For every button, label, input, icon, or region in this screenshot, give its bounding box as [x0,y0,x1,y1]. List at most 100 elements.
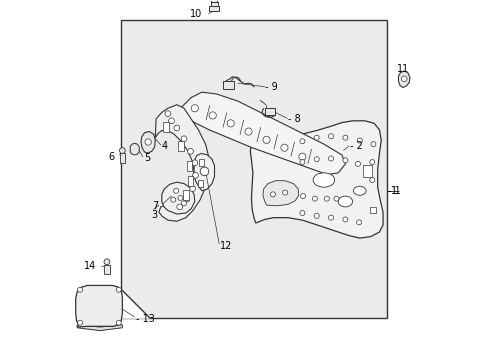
Text: - 13: - 13 [136,314,154,324]
Bar [211,0,217,3]
Circle shape [227,120,234,127]
Circle shape [188,148,194,154]
Bar [163,122,169,132]
Text: 5: 5 [144,153,150,163]
Bar [370,207,376,213]
Bar [188,176,194,186]
Bar [364,165,372,177]
Bar [178,141,184,151]
Circle shape [300,159,305,165]
Circle shape [371,141,376,147]
Circle shape [178,195,183,201]
Bar [209,6,219,11]
Bar [223,81,234,89]
Text: 11: 11 [397,64,409,74]
Circle shape [343,217,348,222]
Bar [122,21,387,318]
Text: -1: -1 [388,186,398,196]
Text: - 1: - 1 [388,186,400,196]
Circle shape [192,160,197,166]
Circle shape [116,287,122,292]
Circle shape [193,172,198,178]
Circle shape [270,192,275,197]
Bar [199,159,204,166]
Polygon shape [155,105,209,221]
Bar [183,190,189,200]
Circle shape [165,111,171,117]
Bar [265,108,275,115]
Ellipse shape [313,173,335,187]
Circle shape [171,197,176,202]
Text: - 9: - 9 [266,82,278,93]
Circle shape [184,196,190,202]
Polygon shape [263,181,299,206]
Circle shape [300,194,306,199]
Polygon shape [122,289,150,318]
Polygon shape [141,132,155,153]
Circle shape [370,177,375,183]
Circle shape [357,138,362,143]
Circle shape [313,196,318,201]
Polygon shape [177,92,345,175]
Text: - 8: - 8 [288,114,301,124]
Circle shape [314,157,319,162]
Circle shape [190,186,196,192]
Circle shape [116,320,122,325]
Polygon shape [250,121,383,238]
Circle shape [209,112,216,119]
Circle shape [145,139,151,145]
Circle shape [300,211,305,216]
Circle shape [200,167,209,176]
Circle shape [357,220,362,225]
Circle shape [191,105,198,112]
Circle shape [173,188,179,193]
Polygon shape [398,71,410,87]
Bar [211,3,218,6]
Circle shape [401,76,407,82]
Polygon shape [77,325,122,330]
Circle shape [283,190,288,195]
Circle shape [343,135,348,140]
Circle shape [120,148,125,153]
Circle shape [300,139,305,144]
Bar [197,180,203,187]
Circle shape [299,153,306,160]
Text: 12: 12 [220,241,232,251]
Circle shape [77,320,82,325]
Text: 4: 4 [162,141,168,151]
Circle shape [355,161,361,166]
Circle shape [334,196,339,201]
Ellipse shape [338,196,353,207]
Text: 10: 10 [190,9,202,19]
Polygon shape [76,285,122,327]
Circle shape [329,134,334,139]
Circle shape [245,128,252,135]
Circle shape [281,144,288,151]
Circle shape [314,213,319,219]
Circle shape [181,201,187,206]
Circle shape [181,136,187,141]
Circle shape [177,204,183,210]
Bar [187,161,192,171]
Text: 6: 6 [108,152,114,162]
Circle shape [329,156,334,161]
Circle shape [370,159,375,165]
Circle shape [329,215,334,220]
Circle shape [77,287,82,292]
Text: - 2: - 2 [350,141,363,151]
Circle shape [314,135,319,140]
Circle shape [104,259,110,265]
Bar [120,153,124,163]
Text: 14: 14 [84,261,96,271]
Text: 3: 3 [151,210,158,220]
Polygon shape [162,182,195,214]
Text: 7: 7 [153,201,159,211]
Bar [104,265,110,274]
Circle shape [343,158,348,163]
Circle shape [174,125,180,131]
Circle shape [324,196,329,201]
Ellipse shape [353,186,366,195]
Circle shape [169,118,174,124]
Circle shape [263,136,270,143]
Polygon shape [194,153,215,191]
